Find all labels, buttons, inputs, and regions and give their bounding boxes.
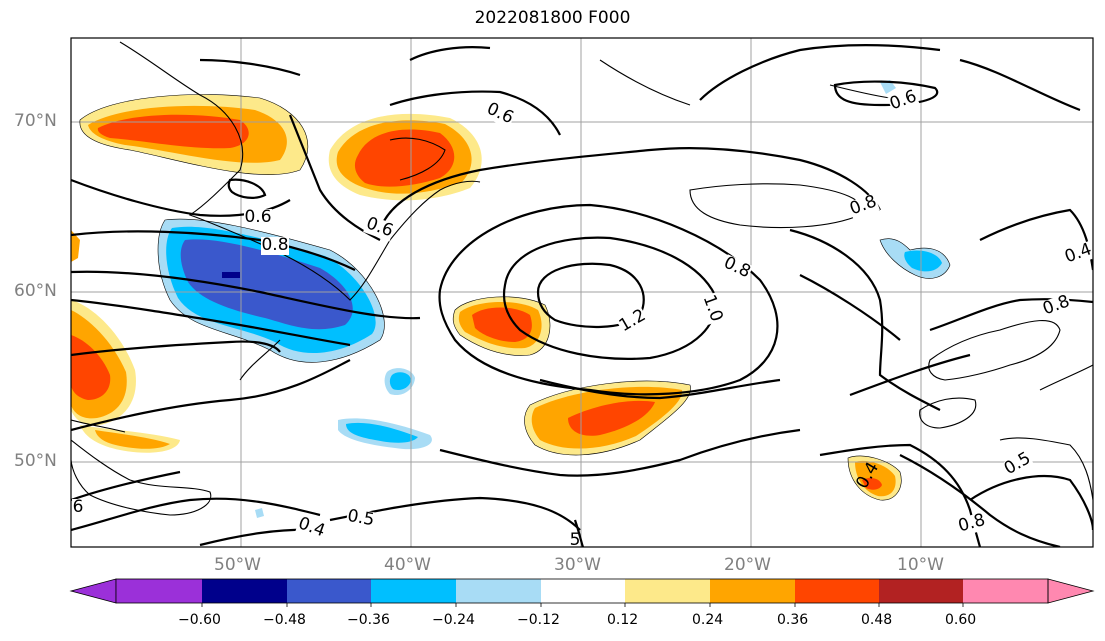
colorbar-tick-label: 0.48 [861,612,893,628]
contour-label: 0.8 [721,253,754,283]
contour-label: 0.8 [956,510,987,536]
contour-label: 0.6 [484,99,517,129]
colorbar-tick-label: −0.24 [432,612,475,628]
colorbar-tick-label: 0.36 [777,612,809,628]
lon-label-30w: 30°W [554,555,601,575]
grid-lines [71,38,1093,547]
contour-0-8-ring [438,203,779,396]
contour-label: 0.5 [346,506,376,530]
colorbar-extend-high [1047,578,1095,604]
contour-0-6 [378,146,881,231]
anomaly-shading [71,80,950,518]
colorbar-bin [287,579,371,603]
lon-label-50w: 50°W [214,555,261,575]
colorbar-bin [116,579,202,603]
colorbar-bin [541,579,625,603]
contour-label: 0.5 [1001,448,1034,479]
colorbar-bin [963,579,1048,603]
lon-label-10w: 10°W [897,555,944,575]
lon-label-20w: 20°W [724,555,771,575]
colorbar-bin [710,579,795,603]
contour-label: 1.2 [616,305,649,336]
colorbar-tick-label: 0.24 [692,612,724,628]
colorbar-tick-label: −0.48 [263,612,306,628]
colorbar-tick-label: −0.60 [178,612,221,628]
plot-frame [70,37,1094,548]
lat-label-50n: 50°N [14,451,57,471]
contour-label: 0.8 [261,235,288,255]
lon-label-40w: 40°W [384,555,431,575]
colorbar [69,578,1095,607]
colorbar-bin [456,579,541,603]
contour-1-0 [502,236,717,360]
colorbar-extend-low [69,578,117,604]
lat-label-70n: 70°N [14,111,57,131]
contour-label: 0.6 [244,207,271,227]
contour-label: 6 [73,497,84,517]
colorbar-bin [625,579,710,603]
shading-outlines [79,94,951,501]
colorbar-tick-label: −0.12 [517,612,560,628]
contour-label: 5 [570,530,581,550]
colorbar-bin [371,579,456,603]
colorbar-tick-label: 0.12 [607,612,639,628]
colorbar-tick-label: 0.60 [945,612,977,628]
colorbar-bin [202,579,287,603]
colorbar-tick-label: −0.36 [347,612,390,628]
colorbar-bin [879,579,963,603]
lat-label-60n: 60°N [14,281,57,301]
colorbar-bin [795,579,879,603]
map-title: 2022081800 F000 [474,8,631,28]
